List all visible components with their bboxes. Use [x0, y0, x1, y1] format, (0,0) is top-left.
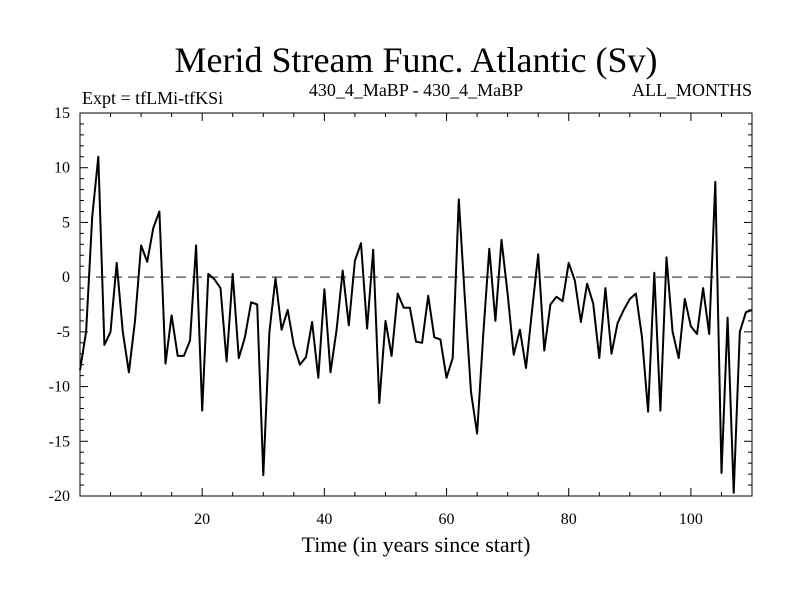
x-axis: 20 40 60 80 100 [110, 113, 722, 528]
x-axis-label: Time (in years since start) [302, 532, 531, 557]
chart-title: Merid Stream Func. Atlantic (Sv) [175, 40, 658, 80]
subtitle-right: ALL_MONTHS [632, 80, 752, 100]
plot-frame [79, 112, 753, 497]
x-tick-label: 60 [439, 511, 455, 528]
y-tick-label: -10 [49, 379, 70, 396]
x-tick-label: 80 [561, 511, 577, 528]
x-tick-label: 20 [194, 511, 210, 528]
y-tick-label: -15 [49, 433, 70, 450]
y-tick-label: 0 [62, 269, 70, 286]
subtitle-center: 430_4_MaBP - 430_4_MaBP [309, 80, 523, 100]
y-tick-label: 10 [54, 160, 70, 177]
x-tick-label: 40 [316, 511, 332, 528]
series-line [79, 155, 753, 494]
subtitle-left: Expt = tfLMi-tfKSi [82, 88, 223, 108]
x-tick-label: 100 [679, 511, 703, 528]
y-tick-label: -20 [49, 488, 70, 505]
y-tick-label: -5 [57, 324, 70, 341]
y-axis: 15 10 5 0 -5 -10 -15 -20 [49, 105, 752, 505]
y-tick-label: 15 [54, 105, 70, 122]
y-tick-label: 5 [62, 214, 70, 231]
